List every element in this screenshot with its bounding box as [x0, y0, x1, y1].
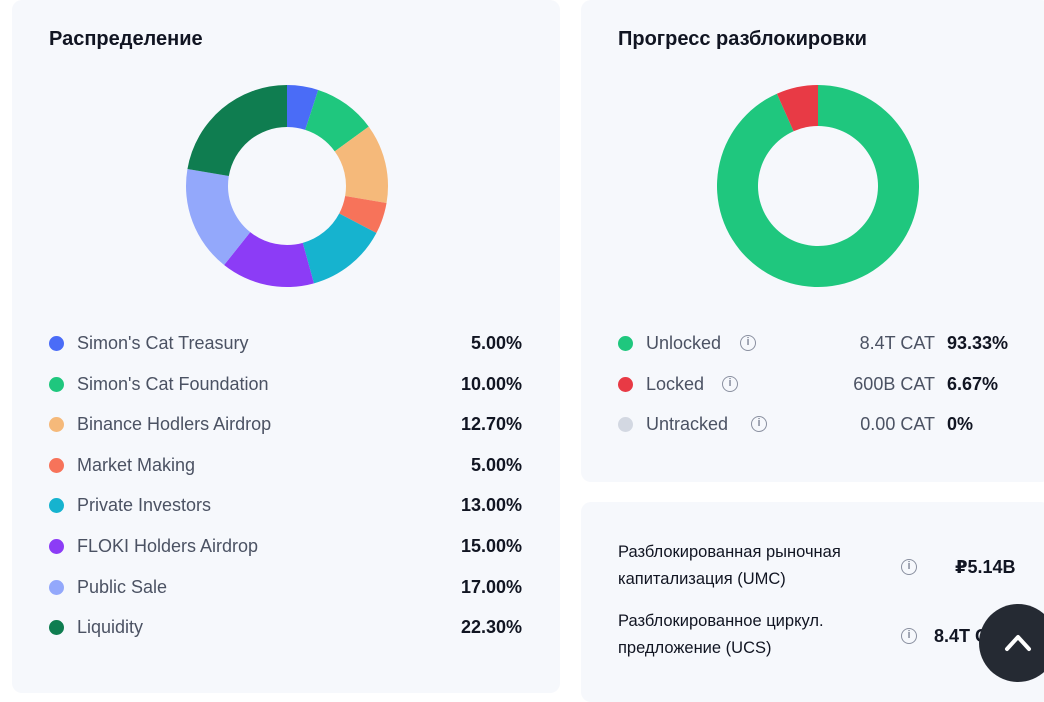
legend-value: 12.70% [460, 414, 522, 435]
info-icon[interactable]: i [722, 375, 738, 392]
legend-label: Unlocked [646, 333, 722, 353]
legend-value: 15.00% [460, 535, 522, 556]
scroll-to-top-button[interactable] [979, 604, 1044, 682]
distribution-donut-chart [186, 85, 388, 287]
distribution-title: Распределение [49, 28, 203, 50]
unlock-legend-item-unlocked: Unlocked i 8.4T CAT 93.33% [581, 326, 1044, 367]
legend-amount: 600B CAT [853, 373, 935, 394]
legend-value: 10.00% [460, 373, 522, 394]
legend-dot [49, 538, 64, 554]
legend-label: Private Investors [77, 495, 212, 516]
distribution-legend: Simon's Cat Treasury 5.00% Simon's Cat Fou… [12, 326, 560, 651]
unlock-legend-item-locked: Locked i 600B CAT 6.67% [581, 367, 1044, 408]
chevron-up-icon [1005, 635, 1031, 651]
legend-item-simon-s-cat-treasury: Simon's Cat Treasury 5.00% [12, 326, 560, 367]
legend-item-liquidity: Liquidity 22.30% [12, 610, 560, 651]
legend-value: 13.00% [460, 495, 522, 516]
legend-dot [618, 376, 633, 392]
legend-label: Locked [646, 373, 705, 394]
legend-item-simon-s-cat-foundation: Simon's Cat Foundation 10.00% [12, 367, 560, 408]
legend-percent: 6.67% [947, 373, 999, 394]
legend-item-binance-hodlers-airdrop: Binance Hodlers Airdrop 12.70% [12, 407, 560, 448]
unlock-legend-item-untracked: Untracked i 0.00 CAT 0% [581, 407, 1044, 448]
legend-label: Simon's Cat Foundation [77, 373, 269, 394]
legend-value: 22.30% [460, 617, 522, 638]
legend-value: 17.00% [460, 576, 522, 597]
legend-value: 5.00% [470, 333, 522, 353]
legend-dot [49, 620, 64, 636]
metrics-card: Разблокированная рыночная капитализация … [581, 502, 1044, 702]
umc-value: ₽5.14B [955, 557, 1016, 577]
unlock-donut-chart [717, 85, 919, 287]
distribution-slice-public-sale[interactable] [186, 168, 251, 266]
distribution-slice-binance-hodlers-airdrop[interactable] [334, 126, 388, 204]
distribution-card: Распределение Simon's Cat Treasury 5.00% S… [12, 0, 560, 693]
umc-label: Разблокированная рыночная капитализация … [618, 539, 888, 593]
legend-dot [49, 417, 64, 433]
umc-label-line2: капитализация (UMC) [618, 570, 786, 588]
legend-dot [618, 417, 633, 433]
legend-amount: 0.00 CAT [860, 414, 935, 435]
legend-percent: 0% [947, 414, 974, 435]
legend-item-private-investors: Private Investors 13.00% [12, 488, 560, 529]
legend-label: Untracked [646, 414, 729, 435]
distribution-slice-market-making[interactable] [339, 195, 387, 233]
info-icon[interactable]: i [901, 628, 917, 644]
unlock-slice-locked[interactable] [776, 85, 818, 132]
info-icon[interactable]: i [740, 335, 756, 351]
legend-label: FLOKI Holders Airdrop [77, 535, 259, 556]
legend-item-floki-holders-airdrop: FLOKI Holders Airdrop 15.00% [12, 529, 560, 570]
unlock-progress-title: Прогресс разблокировки [618, 28, 867, 50]
legend-dot [49, 336, 64, 351]
info-icon[interactable]: i [751, 416, 767, 433]
legend-dot [49, 498, 64, 514]
info-icon[interactable]: i [901, 559, 917, 575]
umc-label-line1: Разблокированная рыночная [618, 543, 841, 561]
distribution-slice-floki-holders-airdrop[interactable] [224, 232, 314, 287]
legend-item-public-sale: Public Sale 17.00% [12, 570, 560, 611]
legend-label: Simon's Cat Treasury [77, 333, 249, 353]
legend-dot [49, 457, 64, 473]
legend-item-market-making: Market Making 5.00% [12, 448, 560, 489]
legend-label: Binance Hodlers Airdrop [77, 414, 272, 435]
legend-label: Public Sale [77, 576, 168, 597]
unlock-slice-unlocked[interactable] [717, 85, 919, 287]
legend-dot [618, 336, 633, 351]
ucs-label: Разблокированное циркул. предложение (UC… [618, 608, 888, 662]
ucs-label-line1: Разблокированное циркул. [618, 612, 824, 630]
legend-percent: 93.33% [947, 333, 1009, 353]
legend-label: Liquidity [77, 617, 144, 638]
legend-amount: 8.4T CAT [859, 333, 935, 353]
legend-label: Market Making [77, 454, 196, 475]
legend-dot [49, 579, 64, 595]
unlock-progress-card: Прогресс разблокировки Unlocked i 8.4T CAT… [581, 0, 1044, 482]
distribution-slice-liquidity[interactable] [187, 85, 287, 177]
ucs-label-line2: предложение (UCS) [618, 639, 772, 657]
unlock-legend: Unlocked i 8.4T CAT 93.33% Locked i 600B CAT 6.… [581, 326, 1044, 448]
legend-value: 5.00% [470, 454, 522, 475]
distribution-slice-simon-s-cat-foundation[interactable] [305, 89, 369, 152]
legend-dot [49, 376, 64, 392]
distribution-slice-private-investors[interactable] [302, 213, 377, 284]
distribution-slice-simon-s-cat-treasury[interactable] [287, 85, 319, 130]
